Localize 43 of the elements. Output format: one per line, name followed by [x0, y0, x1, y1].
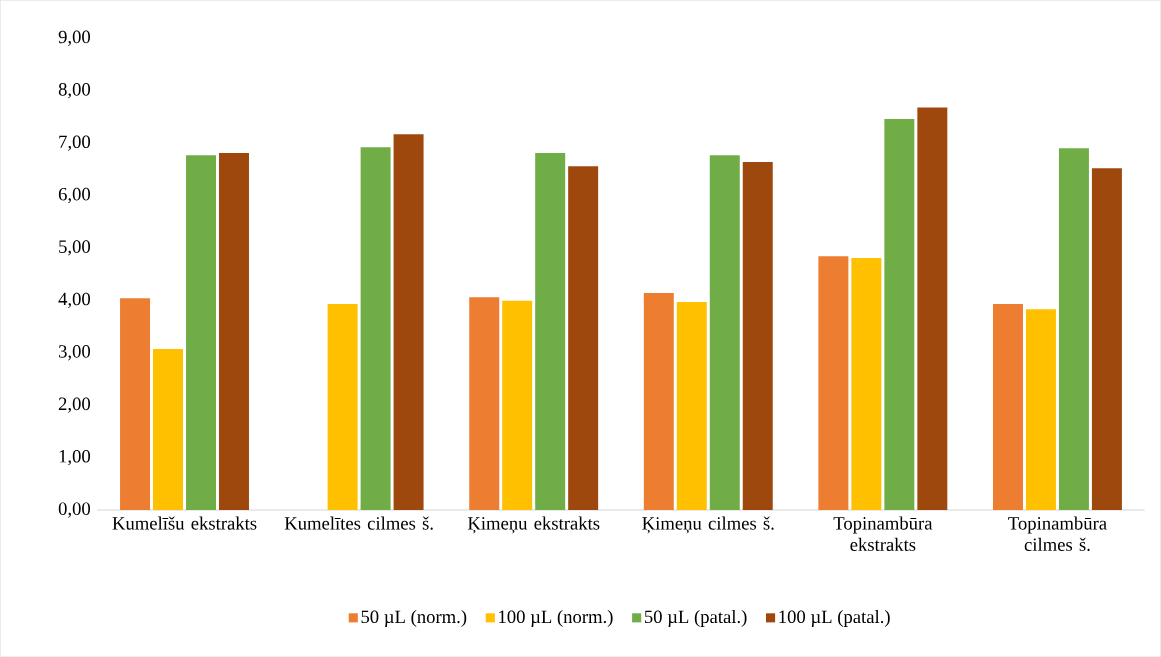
y-tick-label: 9,00 [58, 30, 91, 46]
legend-label: 50 µL (patal.) [644, 609, 747, 627]
bar [1091, 168, 1122, 510]
bar [120, 298, 151, 510]
legend-label: 100 µL (patal.) [779, 609, 890, 627]
bar [360, 147, 391, 510]
y-tick-label: 2,00 [58, 397, 91, 413]
bar [884, 118, 915, 510]
bar [186, 155, 217, 510]
bar [676, 301, 707, 510]
x-tick-label: Ķimeņu ekstrakts [467, 516, 600, 534]
bar [1025, 309, 1056, 510]
x-tick-label: Ķimeņu cilmes š. [642, 516, 774, 534]
y-tick-label: 3,00 [58, 345, 91, 361]
y-tick-label: 0,00 [58, 502, 91, 518]
bar [393, 134, 424, 510]
bar [643, 292, 674, 510]
y-tick-label: 8,00 [58, 82, 91, 99]
bar [535, 152, 566, 510]
bar [469, 297, 500, 510]
bar [851, 257, 882, 510]
y-tick-label: 4,00 [58, 292, 91, 308]
bar [153, 348, 184, 510]
bar [1058, 148, 1089, 510]
y-tick-label: 1,00 [59, 449, 91, 466]
bar [568, 166, 599, 510]
x-tick-label: Topinambūra cilmes š. [1008, 516, 1107, 551]
y-tick-label: 7,00 [59, 135, 91, 151]
y-tick-label: 5,00 [59, 240, 91, 256]
bar [992, 303, 1023, 510]
bar [327, 303, 358, 510]
bar [917, 107, 948, 510]
bar [818, 256, 849, 510]
bar [709, 155, 740, 510]
x-tick-label: Kumelīšu ekstrakts [112, 516, 257, 530]
legend-label: 100 µL (norm.) [499, 609, 613, 627]
x-tick-label: Topinambūra ekstrakts [833, 516, 933, 551]
legend-label: 50 µL (norm.) [361, 609, 467, 627]
bar [502, 300, 533, 510]
bar [742, 161, 773, 510]
x-tick-label: Kumelītes cilmes š. [284, 516, 433, 530]
bar [219, 152, 249, 510]
y-tick-label: 6,00 [58, 187, 91, 204]
